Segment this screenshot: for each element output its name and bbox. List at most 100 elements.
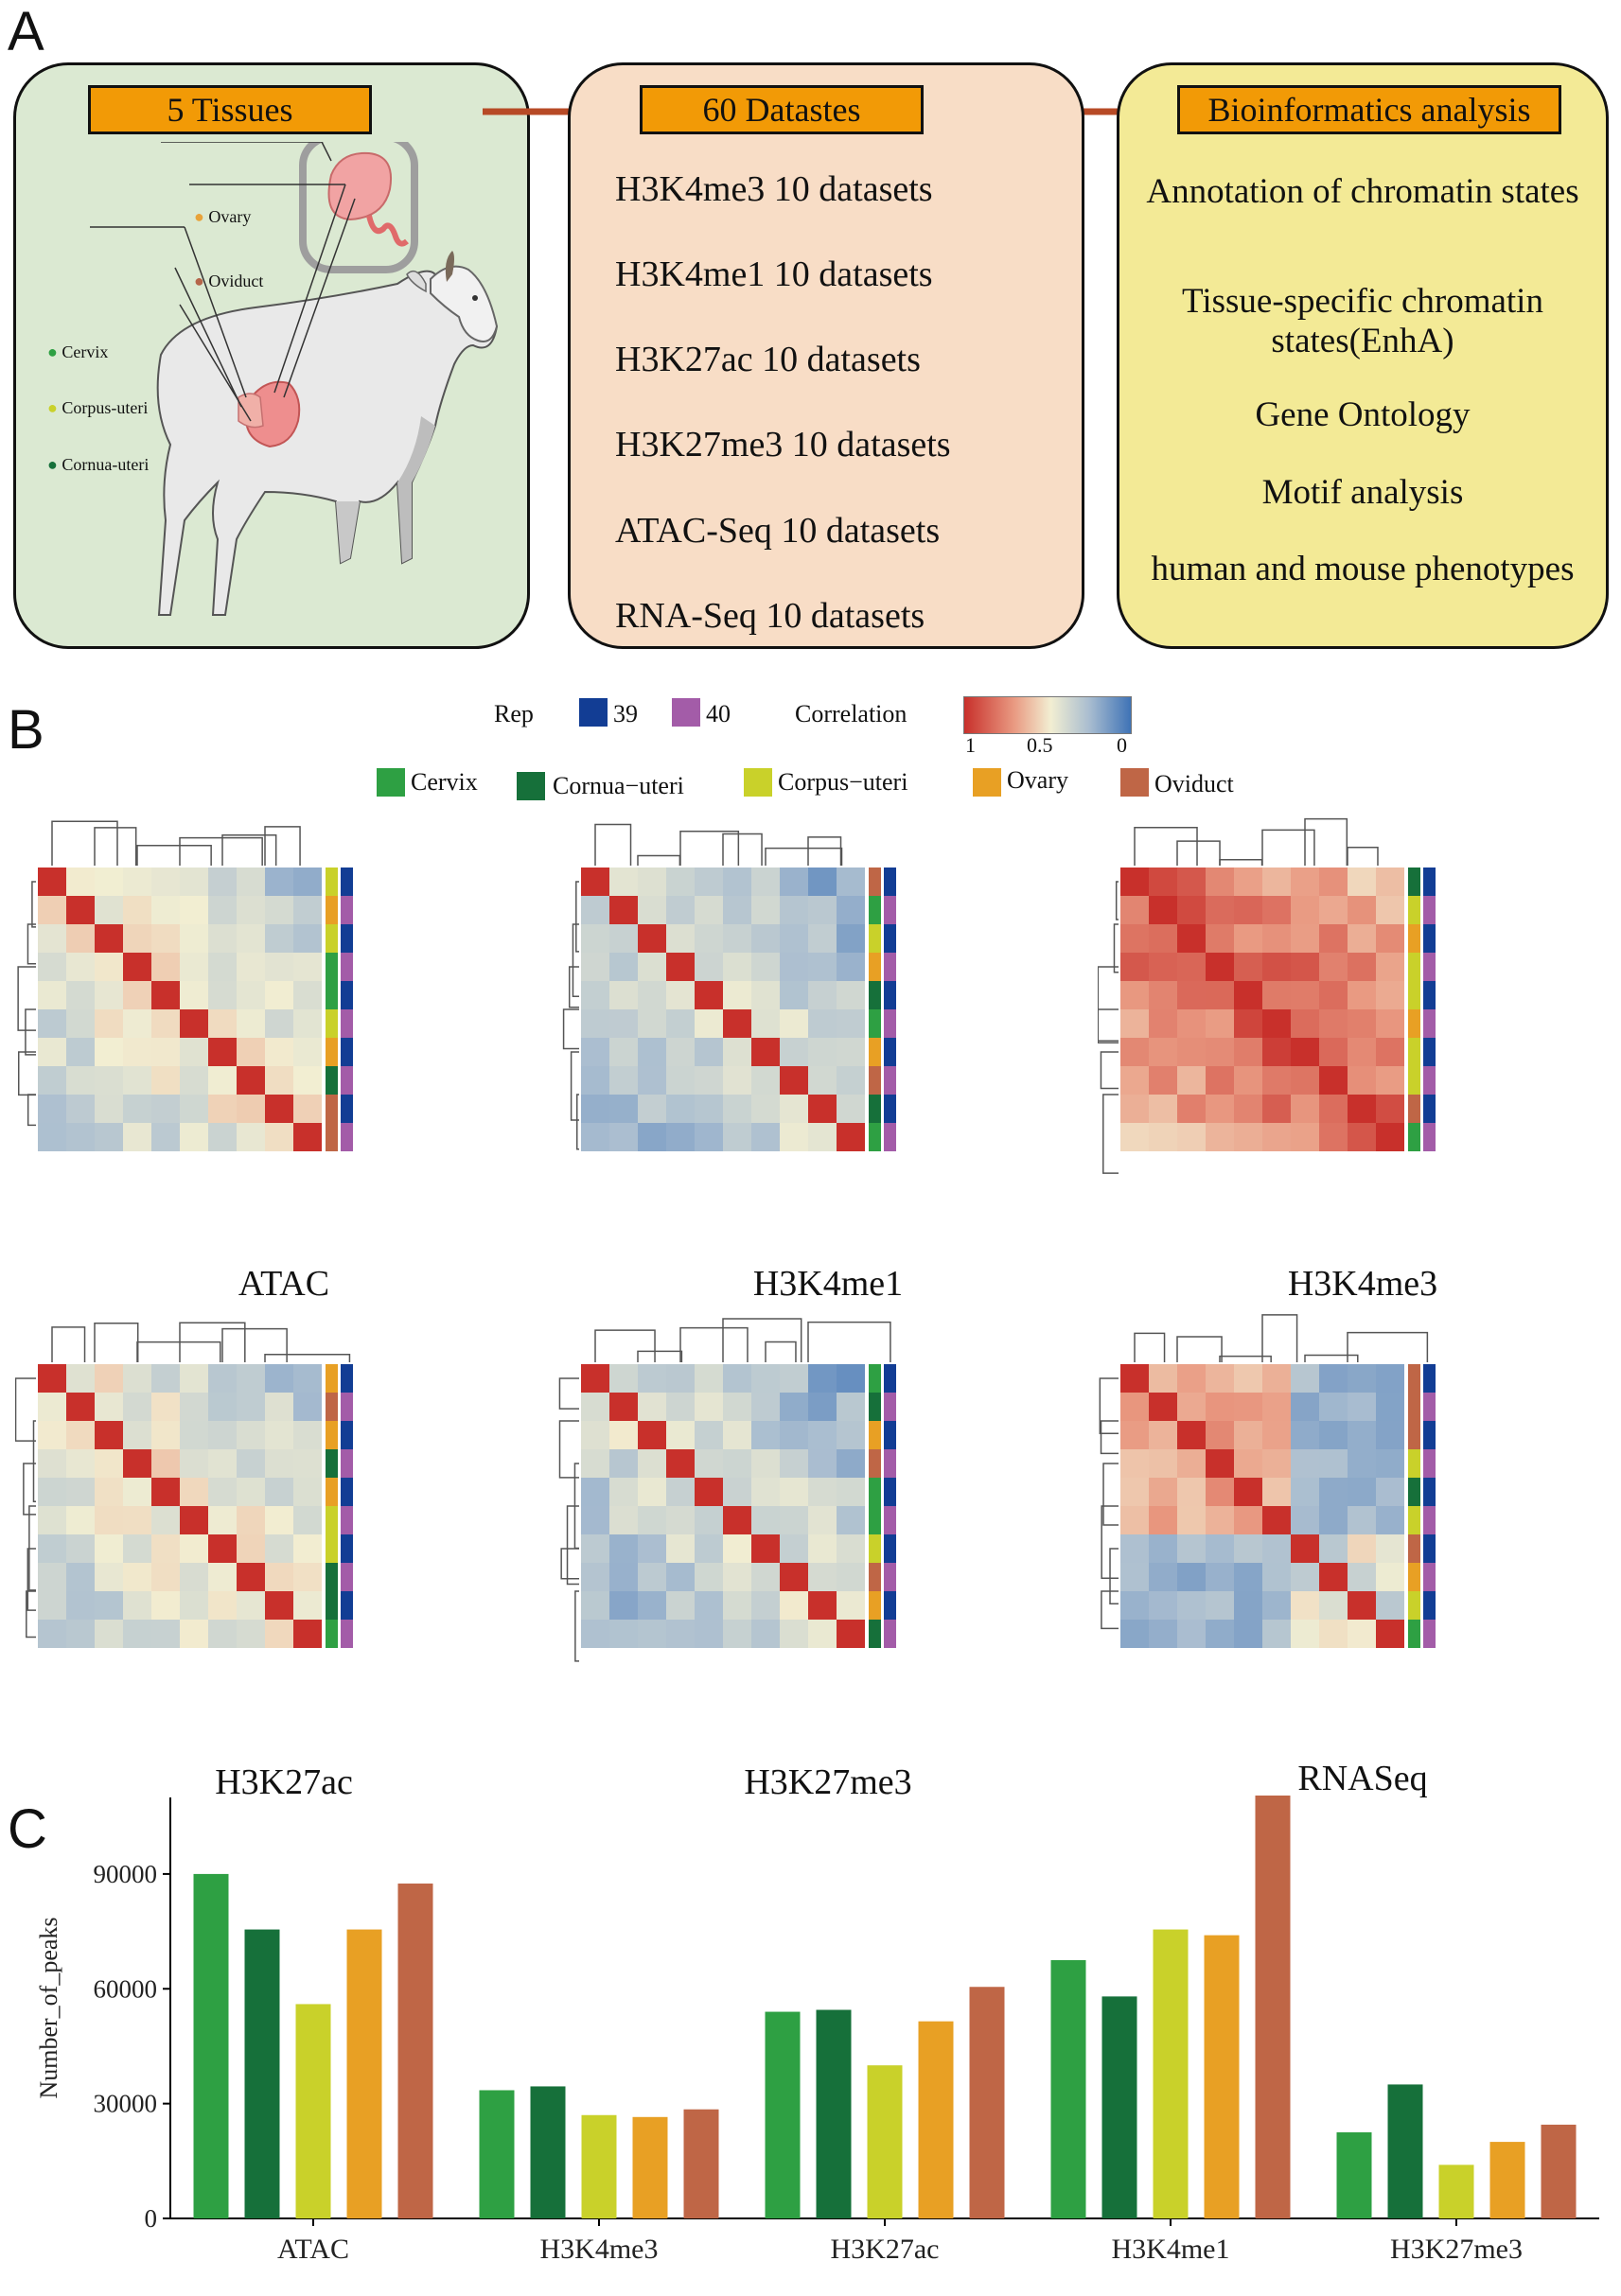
heatmap-cell xyxy=(66,1506,95,1534)
analysis-line-phenotypes: human and mouse phenotypes xyxy=(1151,550,1575,588)
heatmap-cell xyxy=(780,1620,808,1648)
heatmap-cell xyxy=(95,1620,123,1648)
heatmap-cell xyxy=(66,896,95,924)
heatmap-cell xyxy=(695,1095,723,1123)
heatmap-cell xyxy=(208,1095,237,1123)
heatmap-cell xyxy=(1262,953,1291,981)
heatmap-cell xyxy=(38,1591,66,1620)
rep-annotation-cell xyxy=(341,1478,353,1506)
heatmap-cell xyxy=(95,1591,123,1620)
bar-atac-cervix xyxy=(193,1873,229,2218)
heatmap-cell xyxy=(151,981,180,1009)
heatmap-cell xyxy=(293,1095,322,1123)
heatmap-cell xyxy=(609,896,638,924)
heatmap-cell xyxy=(1120,868,1149,896)
heatmap-cell xyxy=(638,924,666,953)
bar-h3k4me3-corpus-uteri xyxy=(581,2114,617,2218)
heatmap-cell xyxy=(638,1095,666,1123)
heatmap-cell xyxy=(808,896,837,924)
heatmap-cell xyxy=(151,1066,180,1095)
analysis-box xyxy=(1117,62,1609,649)
rep-legend-40-label: 40 xyxy=(706,700,731,727)
heatmap-cell xyxy=(723,1449,751,1478)
dendrogram xyxy=(1099,1314,1429,1630)
dendrogram xyxy=(558,1318,891,1662)
rep-annotation-cell xyxy=(1423,1620,1436,1648)
heatmap-cell xyxy=(837,953,865,981)
heatmap-cell xyxy=(666,1095,695,1123)
heatmap-cell xyxy=(1319,1123,1348,1151)
heatmap-cell xyxy=(1319,1591,1348,1620)
tissue-annotation-cell xyxy=(326,953,338,981)
heatmap-cell xyxy=(808,1038,837,1066)
datasets-box xyxy=(568,62,1084,649)
rep-annotation-cell xyxy=(1423,1478,1436,1506)
heatmap-cell xyxy=(751,1506,780,1534)
heatmap-cell xyxy=(837,1534,865,1563)
bar-h3k27me3-corpus-uteri xyxy=(1438,2165,1474,2218)
rep-annotation-cell xyxy=(1423,1066,1436,1095)
tissue-legend-oviduct-label: Oviduct xyxy=(1154,770,1234,797)
heatmap-cell xyxy=(751,981,780,1009)
heatmap-cell xyxy=(180,981,208,1009)
heatmap-cell xyxy=(1291,1620,1319,1648)
heatmap-cell xyxy=(695,1563,723,1591)
rep-annotation-cell xyxy=(884,868,896,896)
heatmap-cell xyxy=(808,1620,837,1648)
heatmap-cell xyxy=(695,1620,723,1648)
heatmap-cell xyxy=(180,1534,208,1563)
tissue-annotation-cell xyxy=(869,1506,881,1534)
analysis-box-title: Bioinformatics analysis xyxy=(1177,85,1561,134)
heatmap-cell xyxy=(66,1095,95,1123)
heatmap-cell xyxy=(609,1534,638,1563)
rep-annotation-cell xyxy=(1423,981,1436,1009)
tissue-annotation-cell xyxy=(326,981,338,1009)
heatmap-cell xyxy=(1376,981,1404,1009)
heatmap-cell xyxy=(151,868,180,896)
heatmap-cell xyxy=(638,896,666,924)
heatmap-cell xyxy=(837,1620,865,1648)
heatmap-cell xyxy=(1262,1038,1291,1066)
rep-annotation-cell xyxy=(884,1620,896,1648)
heatmap-cell xyxy=(95,953,123,981)
heatmap-cell xyxy=(581,1123,609,1151)
heatmap-cell xyxy=(1348,1123,1376,1151)
heatmap-cell xyxy=(237,1095,265,1123)
tissue-legend-cervix-swatch xyxy=(377,768,405,797)
heatmap-atac xyxy=(17,820,353,1151)
heatmap-cell xyxy=(95,1066,123,1095)
heatmap-h3k27me3 xyxy=(558,1318,896,1662)
heatmap-cell xyxy=(638,1009,666,1038)
heatmap-cell xyxy=(265,1123,293,1151)
heatmap-cell xyxy=(1376,1563,1404,1591)
heatmap-cell xyxy=(66,981,95,1009)
heatmap-cell xyxy=(1234,1066,1262,1095)
heatmap-cell xyxy=(1291,1449,1319,1478)
heatmap-cell xyxy=(1234,1449,1262,1478)
heatmap-cell xyxy=(293,981,322,1009)
heatmap-cell xyxy=(1234,1478,1262,1506)
heatmap-cell xyxy=(180,868,208,896)
heatmap-cell xyxy=(837,1449,865,1478)
heatmap-cell xyxy=(1120,1123,1149,1151)
heatmap-cell xyxy=(237,1009,265,1038)
heatmap-cell xyxy=(208,1563,237,1591)
heatmap-cell xyxy=(237,953,265,981)
heatmap-cell xyxy=(265,1066,293,1095)
heatmap-cell xyxy=(180,1038,208,1066)
heatmap-cell xyxy=(1206,1591,1234,1620)
heatmap-cell xyxy=(1348,1478,1376,1506)
bar-atac-oviduct xyxy=(397,1884,433,2218)
heatmap-cell xyxy=(581,1478,609,1506)
heatmap-cell xyxy=(1120,1095,1149,1123)
heatmap-cell xyxy=(1149,1478,1177,1506)
heatmap-cell xyxy=(581,1449,609,1478)
heatmap-cell xyxy=(695,868,723,896)
heatmap-cell xyxy=(180,1066,208,1095)
heatmap-cell xyxy=(808,1591,837,1620)
x-tick-label: ATAC xyxy=(277,2234,349,2265)
heatmap-cell xyxy=(1262,1123,1291,1151)
rep-annotation-cell xyxy=(341,1620,353,1648)
tissue-annotation-cell xyxy=(1408,1534,1420,1563)
heatmap-cell xyxy=(1149,924,1177,953)
